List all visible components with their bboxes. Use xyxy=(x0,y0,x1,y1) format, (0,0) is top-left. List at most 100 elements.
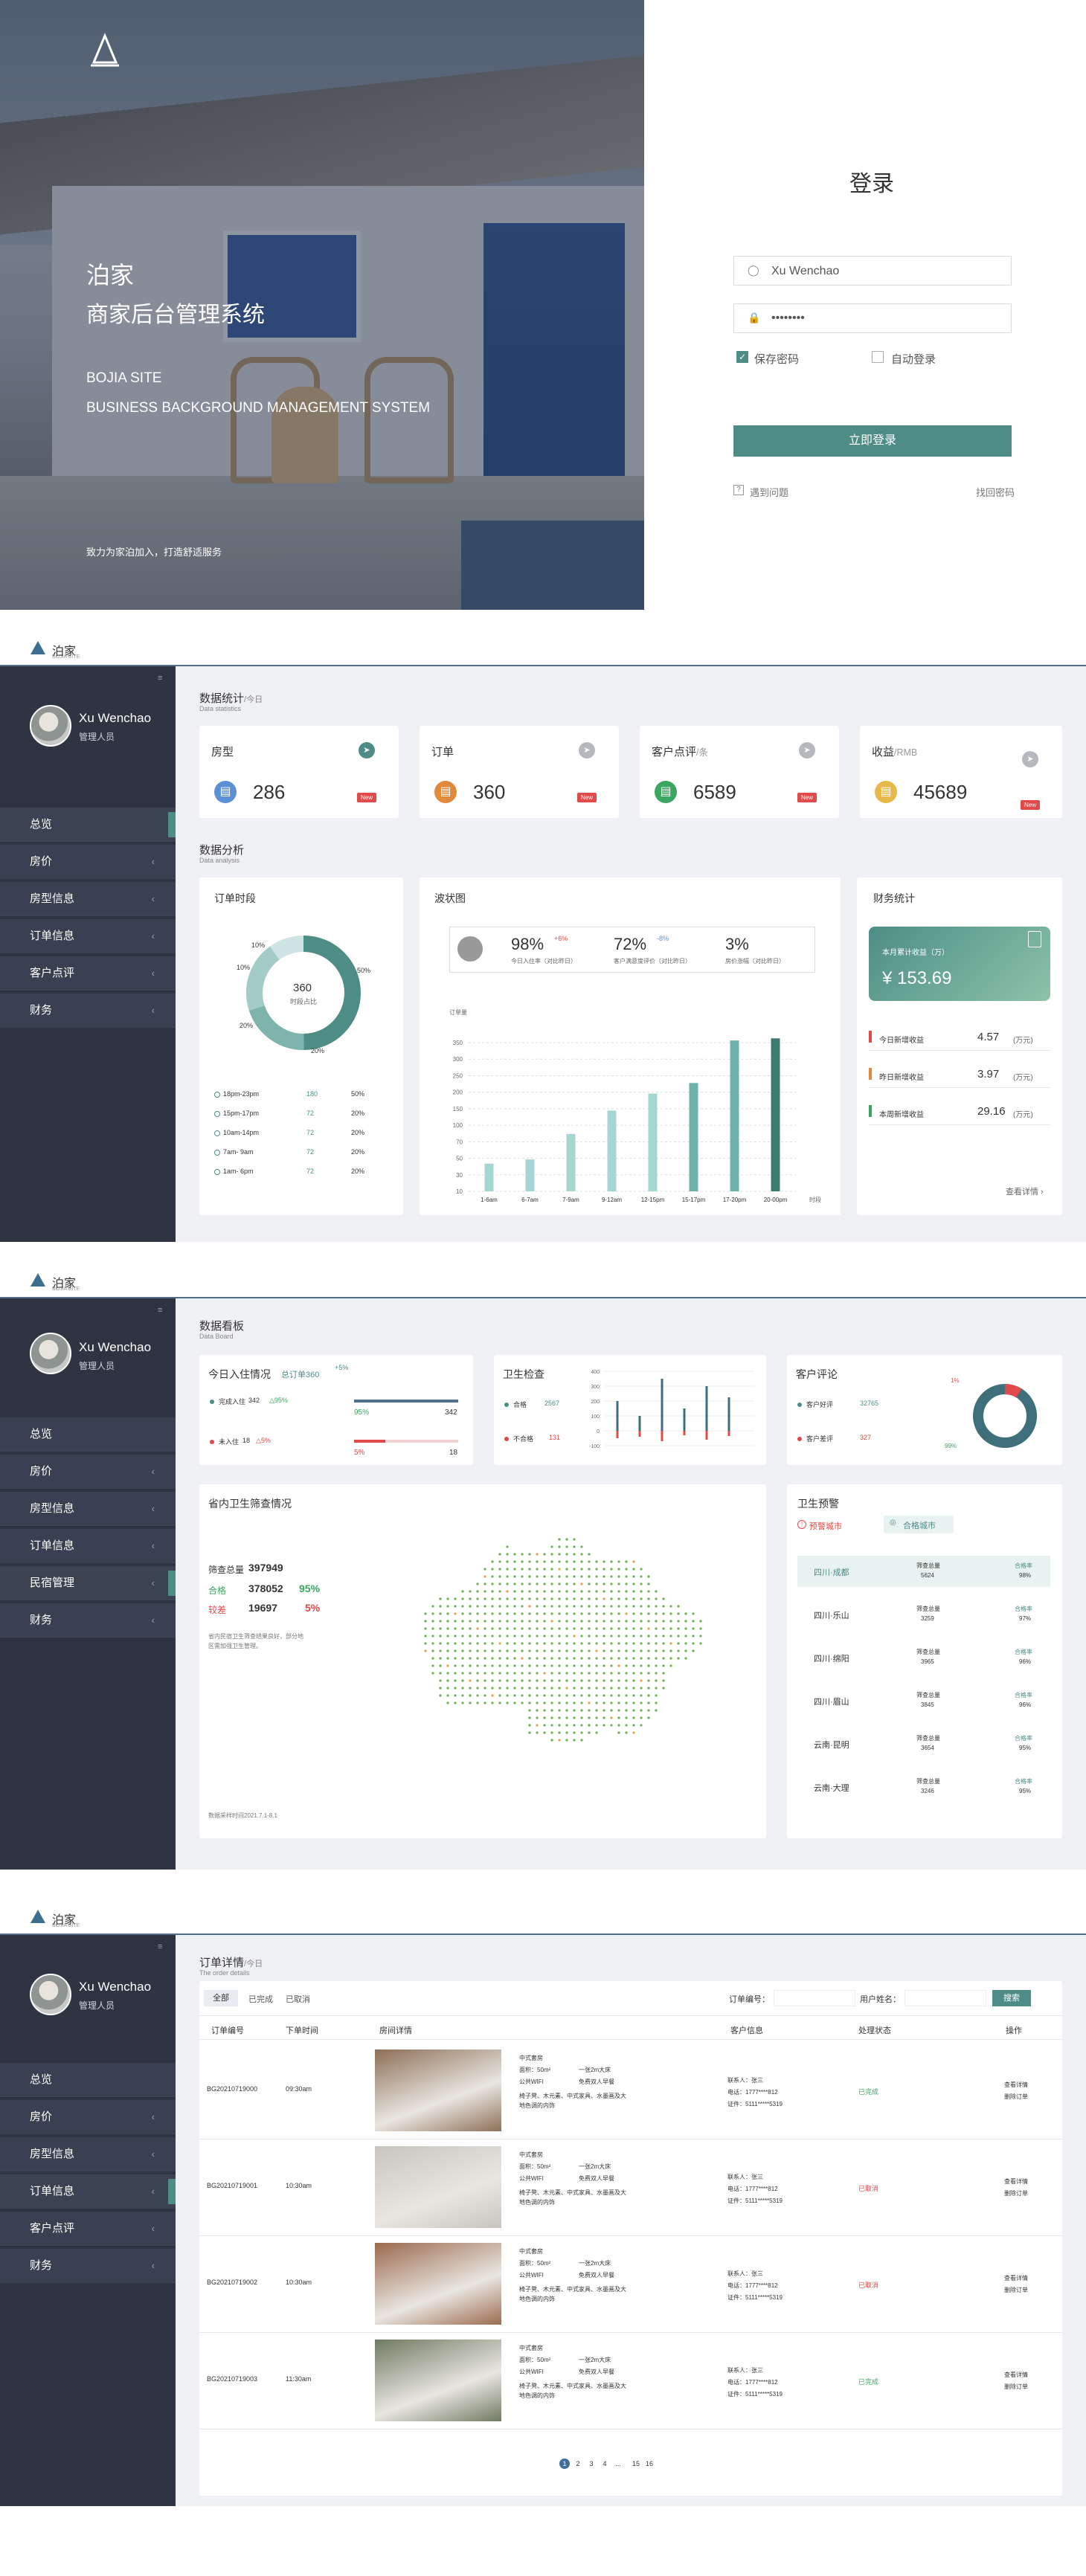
sidebar-item-finance[interactable]: 财务 ‹ xyxy=(0,994,176,1028)
room-photo[interactable] xyxy=(375,2049,501,2131)
password-field[interactable]: 🔒 •••••••• xyxy=(733,303,1012,333)
map-dot xyxy=(521,1627,524,1630)
room-bed: 一张2m大床 xyxy=(579,2067,611,2073)
avatar[interactable] xyxy=(30,1333,71,1374)
room-photo[interactable] xyxy=(375,2243,501,2325)
map-dot xyxy=(617,1709,620,1712)
page-link[interactable]: 16 xyxy=(645,2460,653,2467)
tab-cancelled[interactable]: 已取消 xyxy=(286,1995,310,2004)
city-name[interactable]: 四川·成都 xyxy=(814,1568,849,1577)
view-details-link[interactable]: 查看详情 xyxy=(1004,2178,1028,2185)
avatar[interactable] xyxy=(30,1974,71,2015)
sidebar-item-finance[interactable]: 财务 ‹ xyxy=(0,1603,176,1638)
sidebar-item-finance[interactable]: 财务 ‹ xyxy=(0,2249,176,2283)
map-dot xyxy=(595,1672,598,1675)
pass-tab[interactable]: ◎ 合格城市 xyxy=(884,1516,954,1533)
sidebar-item-order[interactable]: 订单信息 ‹ xyxy=(0,2174,176,2209)
page-link[interactable]: 1 xyxy=(559,2459,570,2469)
menu-toggle-icon[interactable]: ≡ xyxy=(158,1306,163,1315)
brand-logo[interactable]: 泊家 BOJIA SITE xyxy=(28,1905,88,1932)
login-button[interactable]: 立即登录 xyxy=(733,425,1012,457)
auto-login-checkbox[interactable] xyxy=(872,351,884,363)
help-icon[interactable]: ? xyxy=(733,485,744,495)
map-dot xyxy=(640,1679,643,1682)
city-name[interactable]: 四川·乐山 xyxy=(814,1611,849,1620)
map-dot xyxy=(543,1657,546,1660)
table-row[interactable]: BG20210719001 10:30am 中式套房 面积：50m² 一张2m大床 公共W… xyxy=(199,2142,1062,2236)
sidebar-item-price[interactable]: 房价 ‹ xyxy=(0,1455,176,1489)
map-dot xyxy=(588,1724,591,1727)
delete-order-link[interactable]: 删除订单 xyxy=(1004,2190,1028,2197)
sidebar-item-review[interactable]: 客户点评 ‹ xyxy=(0,956,176,991)
menu-toggle-icon[interactable]: ≡ xyxy=(158,1942,163,1951)
period-label: 15pm-17pm xyxy=(223,1110,260,1117)
stat-card-revenue[interactable]: 收益/RMB ▤ 45689 ➤ New xyxy=(860,726,1062,818)
sidebar-item-price[interactable]: 房价 ‹ xyxy=(0,845,176,879)
help-link[interactable]: 遇到问题 xyxy=(750,487,789,498)
view-details-link[interactable]: 查看详情 xyxy=(1004,2371,1028,2378)
order-no-input[interactable] xyxy=(774,1990,855,2006)
map-dot xyxy=(632,1672,635,1675)
map-dot xyxy=(565,1657,568,1660)
table-row[interactable]: BG20210719002 10:30am 中式套房 面积：50m² 一张2m大床 公共W… xyxy=(199,2238,1062,2333)
stat-card-rooms[interactable]: 房型 ▤ 286 ➤ New xyxy=(199,726,399,818)
sidebar-item-overview[interactable]: 总览 xyxy=(0,2063,176,2097)
sidebar-item-room[interactable]: 房型信息 ‹ xyxy=(0,882,176,916)
menu-toggle-icon[interactable]: ≡ xyxy=(158,674,163,683)
city-name[interactable]: 云南·大理 xyxy=(814,1784,849,1793)
table-row[interactable]: BG20210719003 11:30am 中式套房 面积：50m² 一张2m大床 公共W… xyxy=(199,2335,1062,2430)
city-name[interactable]: 云南·昆明 xyxy=(814,1741,849,1750)
city-name[interactable]: 四川·眉山 xyxy=(814,1698,849,1707)
warning-tab[interactable]: 预警城市 xyxy=(809,1522,842,1531)
avatar[interactable] xyxy=(30,705,71,747)
sidebar-item-room[interactable]: 房型信息 ‹ xyxy=(0,2137,176,2171)
sidebar-item-overview[interactable]: 总览 xyxy=(0,808,176,842)
forgot-password-link[interactable]: 找回密码 xyxy=(976,487,1015,498)
room-photo[interactable] xyxy=(375,2146,501,2228)
page-link[interactable]: 3 xyxy=(589,2460,594,2467)
stat-card-reviews[interactable]: 客户点评/条 ▤ 6589 ➤ New xyxy=(640,726,839,818)
map-dot xyxy=(536,1612,539,1615)
sidebar-item-order[interactable]: 订单信息 ‹ xyxy=(0,1529,176,1563)
sidebar-item-overview[interactable]: 总览 xyxy=(0,1417,176,1452)
room-photo[interactable] xyxy=(375,2340,501,2421)
map-dot xyxy=(521,1664,524,1667)
view-details-link[interactable]: 查看详情 xyxy=(1004,2081,1028,2088)
delete-order-link[interactable]: 删除订单 xyxy=(1004,2093,1028,2100)
map-dot xyxy=(461,1649,464,1652)
map-dot xyxy=(550,1612,553,1615)
sidebar-item-review[interactable]: 客户点评 ‹ xyxy=(0,2212,176,2246)
view-details-link[interactable]: 查看详情 xyxy=(1004,2275,1028,2282)
stat-card-orders[interactable]: 订单 ▤ 360 ➤ New xyxy=(420,726,619,818)
map-dot xyxy=(610,1687,613,1690)
page-link[interactable]: 4 xyxy=(603,2460,607,2467)
table-row[interactable]: BG20210719000 09:30am 中式套房 面积：50m² 一张2m大床 公共W… xyxy=(199,2045,1062,2139)
brand-logo[interactable]: 泊家 BOJIA SITE xyxy=(28,637,88,663)
brand-logo[interactable]: 泊家 BOJIA SITE xyxy=(28,1269,88,1295)
delete-order-link[interactable]: 删除订单 xyxy=(1004,2287,1028,2293)
x-tick: 6-7am xyxy=(521,1197,539,1203)
sidebar-item-order[interactable]: 订单信息 ‹ xyxy=(0,919,176,953)
city-name[interactable]: 四川·绵阳 xyxy=(814,1655,849,1664)
map-dot xyxy=(632,1635,635,1638)
remember-checkbox[interactable]: ✓ xyxy=(736,351,748,363)
sidebar-item-room[interactable]: 房型信息 ‹ xyxy=(0,1492,176,1526)
orders-title: 订单详情/今日 xyxy=(199,1957,263,1969)
map-dot xyxy=(446,1612,449,1615)
map-dot xyxy=(431,1642,434,1645)
page-link[interactable]: ... xyxy=(615,2460,621,2467)
tab-completed[interactable]: 已完成 xyxy=(248,1995,273,2004)
sidebar-item-price[interactable]: 房价 ‹ xyxy=(0,2100,176,2134)
user-name-input[interactable] xyxy=(905,1990,986,2006)
delete-order-link[interactable]: 删除订单 xyxy=(1004,2383,1028,2390)
lock-icon: 🔒 xyxy=(748,312,761,323)
tab-all[interactable]: 全部 xyxy=(204,1990,238,2006)
see-details-link[interactable]: 查看详情 › xyxy=(1006,1188,1044,1197)
page-link[interactable]: 15 xyxy=(632,2460,640,2467)
sidebar-item-homestay[interactable]: 民宿管理 ‹ xyxy=(0,1566,176,1600)
search-button[interactable]: 搜索 xyxy=(992,1990,1031,2006)
map-dot xyxy=(640,1575,643,1578)
page-link[interactable]: 2 xyxy=(576,2460,580,2467)
map-dot xyxy=(483,1575,486,1578)
username-field[interactable]: ◯ Xu Wenchao xyxy=(733,256,1012,286)
